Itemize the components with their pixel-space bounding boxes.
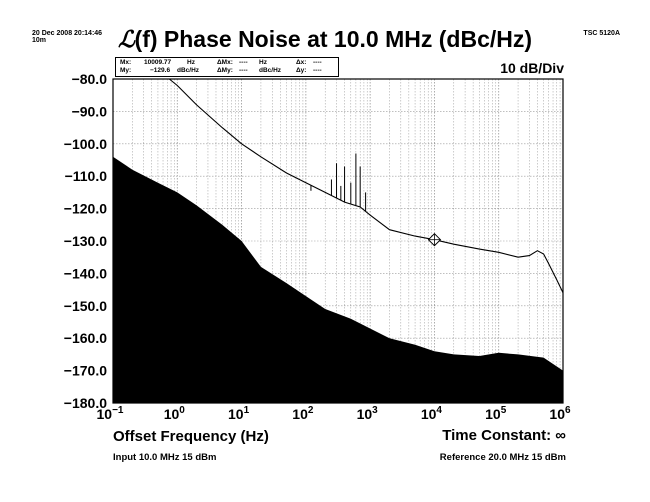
phase-noise-trace [168,78,564,294]
instrument-model: TSC 5120A [583,30,620,37]
dmy-value: ---- [239,67,248,74]
chart-title: ℒ(f) Phase Noise at 10.0 MHz (dBc/Hz) [0,26,650,53]
dmx-label: ΔMx: [217,59,233,66]
y-tick-label: −130.0 [64,233,107,249]
dmx-value: ---- [239,59,248,66]
x-tick-label: 100 [164,405,186,422]
dy-value: ---- [313,67,322,74]
reference-info: Reference 20.0 MHz 15 dBm [439,452,566,463]
y-tick-label: −170.0 [64,363,107,379]
script-l-symbol: ℒ [117,26,135,53]
marker-layer [427,232,442,247]
x-tick-label: 105 [485,405,507,422]
x-tick-label: 102 [292,405,314,422]
x-axis-ticks: 10−1 100 101 102 103 104 105 106 [97,405,572,422]
y-tick-label: −160.0 [64,330,107,346]
timestamp-date: 20 Dec 2008 20:14:46 [32,30,103,37]
y-tick-label: −90.0 [72,103,108,119]
plot-frame [112,78,564,404]
dmy-label: ΔMy: [217,67,233,74]
mx-value: 10009.77 [144,59,172,66]
y-tick-label: −180.0 [64,395,107,411]
my-value: −129.6 [150,67,171,74]
scale-label: 10 dB/Div [500,60,564,76]
x-tick-label: 103 [357,405,379,422]
trace-layer [168,78,564,294]
dmy-unit: dBc/Hz [259,67,282,74]
y-tick-label: −100.0 [64,136,107,152]
mx-label: Mx: [120,59,132,66]
dx-label: Δx: [296,59,307,66]
y-tick-label: −120.0 [64,201,107,217]
marker-readout-box: Mx: 10009.77 Hz My: −129.6 dBc/Hz ΔMx: -… [115,57,339,77]
y-tick-label: −80.0 [72,71,108,87]
x-tick-label: 106 [549,405,571,422]
chart-title-text: (f) Phase Noise at 10.0 MHz (dBc/Hz) [134,26,533,52]
y-tick-label: −150.0 [64,298,107,314]
time-constant: Time Constant: ∞ [442,427,566,444]
dx-value: ---- [313,59,322,66]
y-tick-label: −110.0 [65,168,108,184]
mx-unit: Hz [187,59,195,66]
input-info: Input 10.0 MHz 15 dBm [113,452,217,463]
noise-floor-area [113,156,563,403]
timestamp-span: 10m [32,37,47,44]
x-tick-label: 104 [421,405,443,422]
dmx-unit: Hz [259,59,267,66]
x-axis-label: Offset Frequency (Hz) [113,428,269,445]
noise-floor-layer [113,156,563,403]
y-axis-ticks: −80.0 −90.0 −100.0 −110.0 −120.0 −130.0 −140.0… [64,71,107,411]
dy-label: Δy: [296,67,307,74]
x-tick-label: 101 [228,405,250,422]
x-tick-label: 10−1 [97,405,124,422]
y-tick-label: −140.0 [64,265,107,281]
my-label: My: [120,67,132,74]
my-unit: dBc/Hz [177,67,200,74]
plot-border [112,78,564,404]
